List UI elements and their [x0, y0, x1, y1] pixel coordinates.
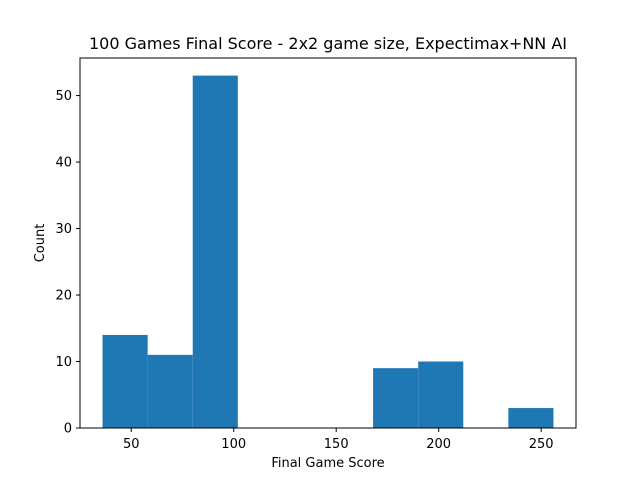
histogram-bar — [102, 334, 148, 428]
y-tick-label: 20 — [55, 289, 72, 304]
y-tick-label: 30 — [55, 222, 72, 237]
bars-group — [102, 75, 554, 428]
histogram-bar — [147, 354, 193, 428]
histogram-bar — [418, 361, 464, 428]
y-tick-label: 40 — [55, 156, 72, 171]
plot-area-frame — [79, 57, 577, 429]
chart-title: 100 Games Final Score - 2x2 game size, E… — [89, 34, 567, 53]
y-tick-label: 10 — [55, 355, 72, 370]
histogram-bar — [192, 75, 238, 428]
y-tick-label: 0 — [64, 422, 72, 437]
y-axis-label: Count — [33, 224, 48, 263]
y-axis-ticks: 0 10 20 30 40 50 — [55, 89, 80, 437]
x-tick-label: 100 — [221, 437, 246, 452]
y-tick-label: 50 — [55, 89, 72, 104]
x-tick-label: 200 — [426, 437, 451, 452]
x-tick-label: 250 — [529, 437, 554, 452]
histogram-bar — [373, 368, 419, 428]
x-tick-label: 150 — [324, 437, 349, 452]
x-tick-label: 50 — [123, 437, 140, 452]
histogram-bar — [508, 408, 554, 428]
x-axis-label: Final Game Score — [271, 456, 384, 471]
x-axis-ticks: 50 100 150 200 250 — [123, 428, 554, 452]
